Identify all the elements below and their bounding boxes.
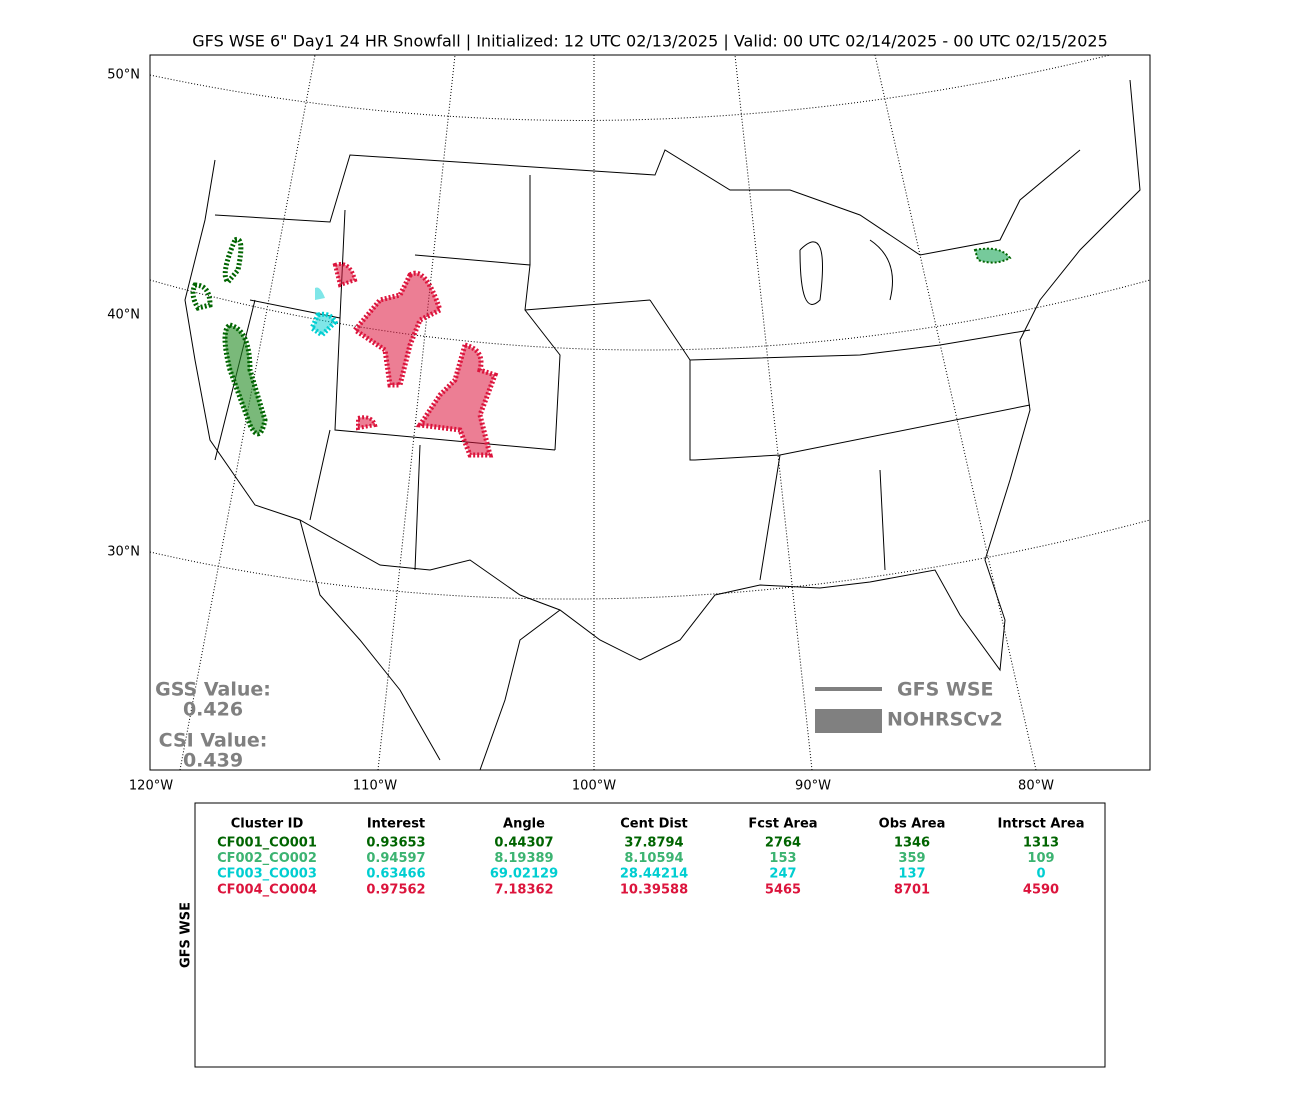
table-header: Intrsct Area bbox=[998, 817, 1085, 832]
table-header: Interest bbox=[367, 817, 425, 832]
table-header: Cent Dist bbox=[620, 817, 688, 832]
table-cell: 153 bbox=[769, 851, 796, 866]
map-frame bbox=[149, 54, 1151, 771]
table-cell: 359 bbox=[898, 851, 925, 866]
border bbox=[214, 149, 1081, 256]
table-cell: 8701 bbox=[894, 882, 930, 897]
object bbox=[222, 322, 268, 437]
table-side-label: GFS WSE bbox=[179, 902, 194, 968]
table-cell: 0.94597 bbox=[366, 851, 425, 866]
table-cell: 247 bbox=[769, 867, 796, 882]
object bbox=[351, 270, 444, 388]
state-lines bbox=[214, 175, 1031, 581]
table-cell: 1346 bbox=[894, 836, 930, 851]
table-cell: 7.18362 bbox=[494, 882, 553, 897]
table-cell: CF001_CO001 bbox=[217, 836, 317, 851]
table-cell: 0.44307 bbox=[494, 836, 553, 851]
legend-label: GFS WSE bbox=[897, 679, 994, 701]
table-header: Fcst Area bbox=[748, 817, 817, 832]
lat-label: 40°N bbox=[107, 308, 140, 323]
lon-label: 120°W bbox=[129, 779, 173, 794]
table-cell: 37.8794 bbox=[624, 836, 683, 851]
table-cell: 4590 bbox=[1023, 882, 1059, 897]
border bbox=[299, 519, 561, 770]
coastline bbox=[184, 79, 1141, 672]
score-value: 0.426 bbox=[183, 699, 243, 721]
table-cell: 10.39588 bbox=[620, 882, 688, 897]
table-cell: 0 bbox=[1036, 867, 1045, 882]
legend-swatch bbox=[815, 709, 882, 733]
table-cell: CF004_CO004 bbox=[217, 882, 317, 897]
object bbox=[308, 311, 339, 339]
score-label: GSS Value: bbox=[155, 679, 271, 701]
lon-label: 110°W bbox=[353, 779, 397, 794]
object bbox=[332, 262, 378, 431]
table-cell: CF003_CO003 bbox=[217, 867, 317, 882]
table-cell: 69.02129 bbox=[490, 867, 558, 882]
graticule bbox=[150, 55, 1111, 121]
lon-label: 100°W bbox=[572, 779, 616, 794]
table-cell: 0.93653 bbox=[366, 836, 425, 851]
lat-label: 50°N bbox=[107, 68, 140, 83]
table-header: Angle bbox=[503, 817, 545, 832]
lon-label: 80°W bbox=[1018, 779, 1054, 794]
object bbox=[973, 247, 1012, 264]
object bbox=[315, 287, 325, 300]
table-cell: 1313 bbox=[1023, 836, 1059, 851]
table-header: Obs Area bbox=[879, 817, 946, 832]
table-cell: 0.63466 bbox=[366, 867, 425, 882]
table-frame bbox=[194, 802, 1106, 1068]
lakes bbox=[799, 239, 893, 305]
score-label: CSI Value: bbox=[159, 730, 268, 752]
table-cell: 2764 bbox=[765, 836, 801, 851]
score-value: 0.439 bbox=[183, 750, 243, 772]
lon-label: 90°W bbox=[795, 779, 831, 794]
table-cell: 8.10594 bbox=[624, 851, 683, 866]
graticule bbox=[874, 55, 1037, 770]
table-cell: 28.44214 bbox=[620, 867, 688, 882]
table-header: Cluster ID bbox=[231, 817, 304, 832]
table-cell: 5465 bbox=[765, 882, 801, 897]
lat-label: 30°N bbox=[107, 545, 140, 560]
object bbox=[415, 341, 499, 458]
legend-label: NOHRSCv2 bbox=[887, 709, 1003, 731]
table-cell: 137 bbox=[898, 867, 925, 882]
objects bbox=[190, 236, 1012, 458]
graticule bbox=[150, 279, 1150, 351]
table-cell: CF002_CO002 bbox=[217, 851, 317, 866]
table-cell: 8.19389 bbox=[494, 851, 553, 866]
object bbox=[190, 236, 244, 311]
title: GFS WSE 6" Day1 24 HR Snowfall | Initial… bbox=[192, 32, 1108, 51]
table-cell: 0.97562 bbox=[366, 882, 425, 897]
map bbox=[149, 54, 1151, 771]
table-cell: 109 bbox=[1027, 851, 1054, 866]
